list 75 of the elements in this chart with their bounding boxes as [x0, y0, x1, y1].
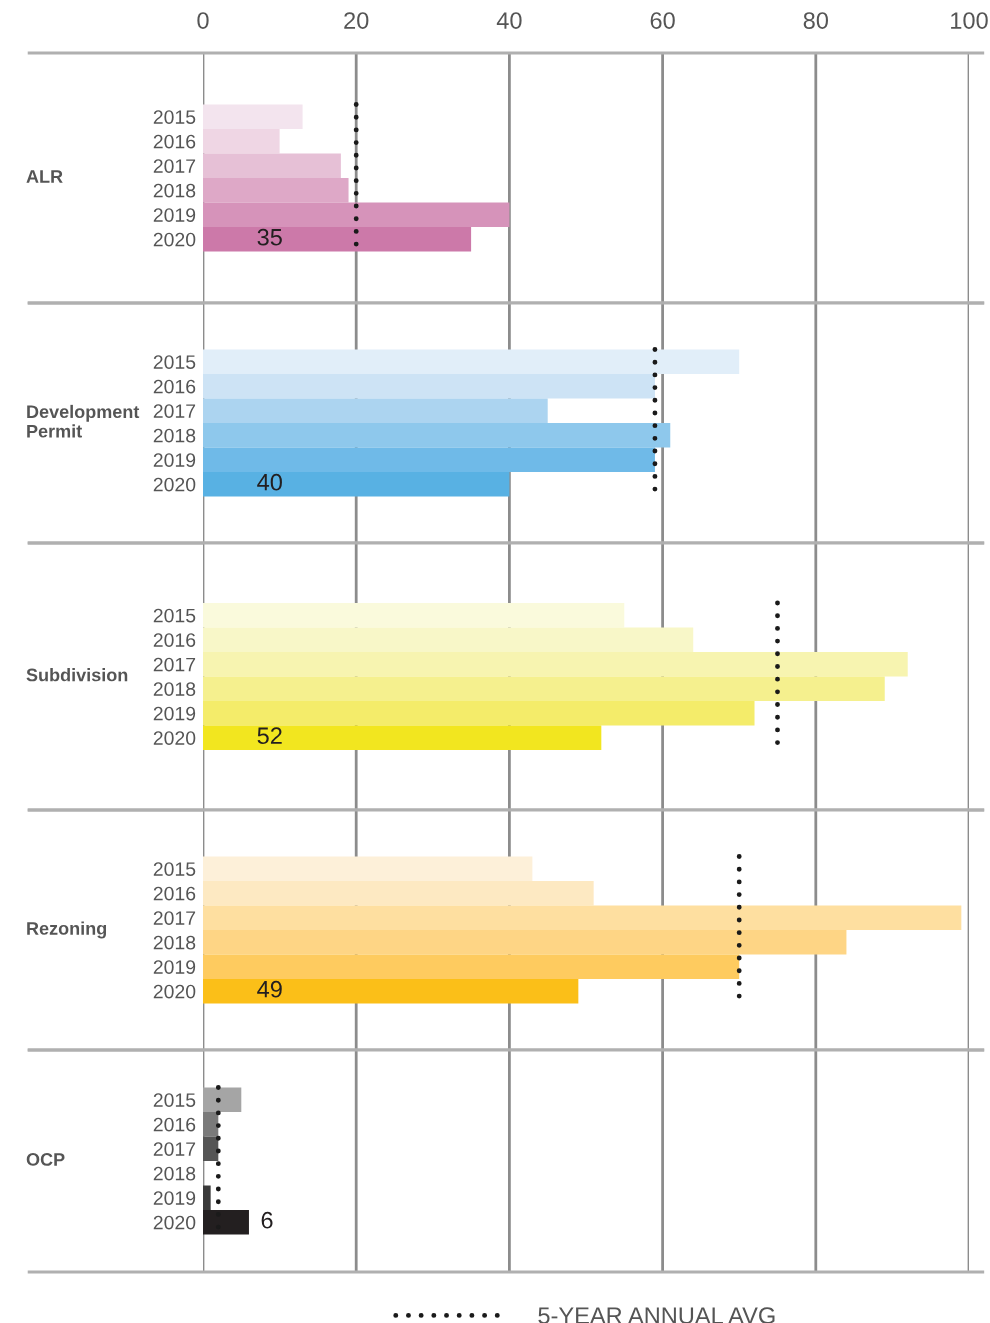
- y-tick-label: 2020: [153, 232, 196, 247]
- y-tick-label: 2018: [153, 682, 196, 696]
- data-label: 6: [261, 1211, 273, 1229]
- data-label: 52: [257, 727, 282, 745]
- y-tick-label: 2017: [153, 657, 196, 672]
- y-tick-label: 2016: [153, 633, 196, 647]
- y-tick-label: 2018: [153, 428, 196, 443]
- x-tick-label: 40: [496, 12, 522, 29]
- y-tick-label: 2016: [153, 134, 196, 149]
- data-label: 49: [257, 980, 282, 998]
- bar: [203, 1087, 242, 1112]
- y-tick-label: 2019: [153, 1191, 196, 1205]
- bar: [203, 652, 908, 677]
- bar: [203, 856, 533, 881]
- bar: [203, 129, 280, 154]
- data-label: 40: [257, 473, 282, 491]
- y-axis-title: Subdivision: [26, 668, 128, 682]
- y-tick-label: 2015: [153, 355, 196, 369]
- y-tick-label: 2018: [153, 935, 196, 950]
- x-tick-label: 60: [650, 12, 675, 29]
- y-tick-label: 2016: [153, 886, 196, 901]
- x-tick-label: 100: [951, 12, 988, 29]
- bar: [203, 1112, 219, 1137]
- bar: [203, 627, 694, 652]
- bar: [203, 1185, 211, 1210]
- data-label: 35: [257, 228, 282, 246]
- bar: [203, 153, 341, 178]
- y-tick-label: 2017: [153, 404, 196, 418]
- bar: [203, 930, 847, 955]
- y-axis-title: ALR: [26, 170, 63, 183]
- legend-label: 5-YEAR ANNUAL AVG: [538, 1307, 775, 1323]
- y-tick-label: 2017: [153, 159, 196, 173]
- y-tick-label: 2016: [153, 379, 196, 394]
- bar: [203, 1136, 219, 1161]
- bar: [203, 178, 349, 203]
- bar: [203, 676, 885, 701]
- y-tick-label: 2017: [153, 911, 196, 925]
- y-tick-label: 2020: [153, 984, 196, 999]
- y-tick-label: 2015: [153, 110, 196, 124]
- y-tick-label: 2017: [153, 1142, 196, 1156]
- y-tick-label: 2020: [153, 477, 196, 492]
- y-tick-label: 2015: [153, 608, 196, 623]
- y-axis-title: OCP: [26, 1153, 65, 1166]
- bar: [203, 603, 625, 628]
- bar: [203, 104, 303, 129]
- bar: [203, 881, 594, 906]
- y-tick-label: 2019: [153, 208, 196, 222]
- y-tick-label: 2015: [153, 862, 196, 876]
- y-tick-label: 2019: [153, 706, 196, 721]
- x-tick-label: 80: [803, 12, 829, 29]
- bar: [203, 472, 510, 497]
- y-tick-label: 2019: [153, 960, 196, 974]
- y-axis-title: Development Permit: [27, 404, 140, 438]
- y-tick-label: 2020: [153, 1215, 196, 1230]
- bar: [203, 398, 548, 423]
- y-tick-label: 2015: [153, 1093, 196, 1107]
- x-tick-label: 20: [344, 12, 369, 29]
- bar: [203, 979, 579, 1004]
- bar: [203, 423, 671, 448]
- x-tick-label: 0: [197, 12, 209, 29]
- bar: [203, 227, 472, 252]
- y-tick-label: 2019: [153, 453, 196, 467]
- bar: [203, 725, 602, 750]
- y-axis-title: Rezoning: [27, 921, 107, 939]
- bar: [203, 905, 962, 930]
- bar: [203, 202, 510, 227]
- bar: [203, 374, 655, 399]
- bar: [203, 349, 740, 374]
- y-tick-label: 2020: [153, 731, 196, 745]
- y-tick-label: 2018: [153, 183, 196, 198]
- bar: [203, 954, 740, 979]
- bar: [203, 447, 655, 472]
- y-tick-label: 2016: [153, 1117, 196, 1132]
- bar: [203, 701, 755, 726]
- y-tick-label: 2018: [153, 1166, 196, 1181]
